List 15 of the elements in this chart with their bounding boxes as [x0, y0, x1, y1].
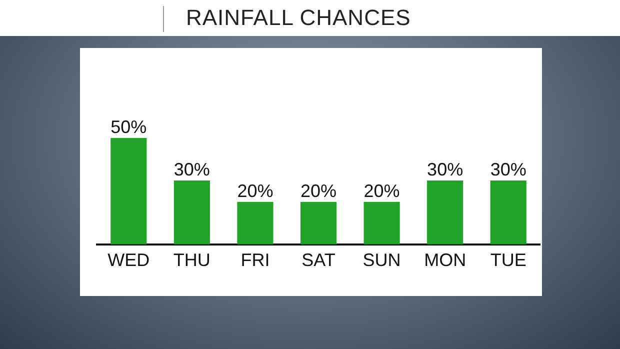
data-label: 30% — [174, 160, 210, 180]
chart-title: RAINFALL CHANCES — [186, 5, 411, 31]
data-label: 30% — [490, 160, 526, 180]
data-label: 30% — [427, 160, 464, 180]
x-tick-label: FRI — [240, 250, 270, 270]
x-tick-label: MON — [424, 250, 466, 270]
x-tick-label: TUE — [490, 250, 526, 270]
x-tick-label: SUN — [362, 250, 401, 270]
data-label: 50% — [110, 116, 147, 137]
x-tick-label: SAT — [302, 250, 336, 270]
x-tick-label: WED — [108, 250, 150, 270]
data-label: 20% — [237, 180, 274, 201]
x-tick-label: THU — [173, 250, 210, 270]
data-label: 20% — [300, 180, 337, 201]
data-label: 20% — [364, 180, 400, 201]
